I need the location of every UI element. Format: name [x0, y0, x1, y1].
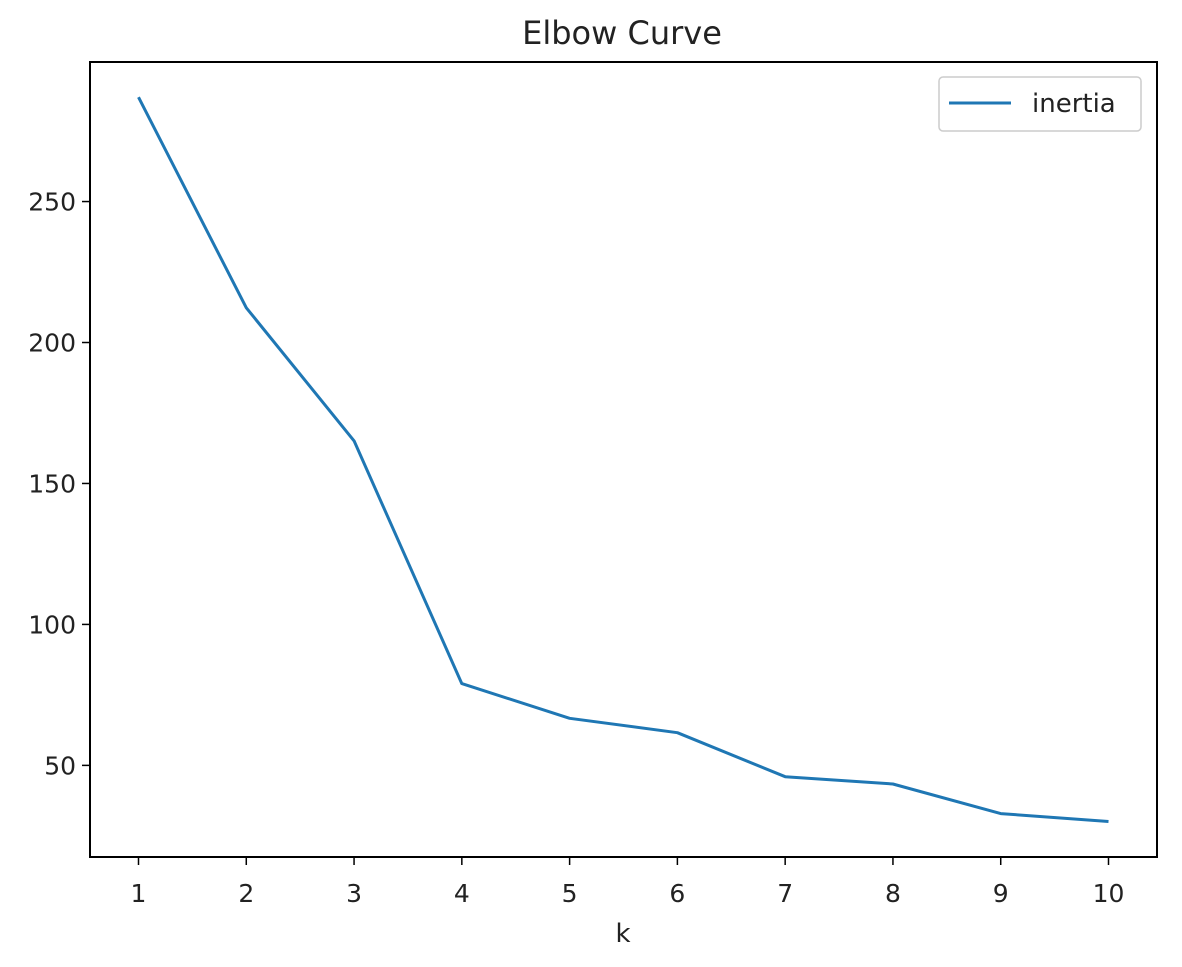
- x-tick-label: 1: [131, 879, 147, 908]
- x-tick-label: 7: [777, 879, 793, 908]
- x-axis-label: k: [615, 919, 630, 949]
- legend: inertia: [939, 77, 1141, 131]
- plot-area-frame: [90, 62, 1157, 857]
- series-line-inertia: [139, 97, 1109, 821]
- series-layer: [138, 97, 1108, 821]
- x-tick-label: 8: [885, 879, 901, 908]
- x-tick-label: 6: [669, 879, 685, 908]
- y-tick-label: 100: [28, 610, 76, 639]
- x-tick-label: 5: [562, 879, 578, 908]
- x-axis-ticks: 1 2 3 4 5 6 7 8 9 10: [131, 857, 1125, 908]
- y-tick-label: 150: [28, 469, 76, 498]
- y-axis-ticks: 50 100 150 200 250: [28, 188, 90, 781]
- chart-title: Elbow Curve: [522, 14, 722, 52]
- y-tick-label: 200: [28, 329, 76, 358]
- legend-label-inertia: inertia: [1032, 89, 1116, 119]
- x-tick-label: 2: [238, 879, 254, 908]
- y-tick-label: 50: [44, 751, 76, 780]
- y-tick-label: 250: [28, 188, 76, 217]
- x-tick-label: 4: [454, 879, 470, 908]
- x-tick-label: 3: [346, 879, 362, 908]
- x-tick-label: 10: [1093, 879, 1125, 908]
- x-tick-label: 9: [993, 879, 1009, 908]
